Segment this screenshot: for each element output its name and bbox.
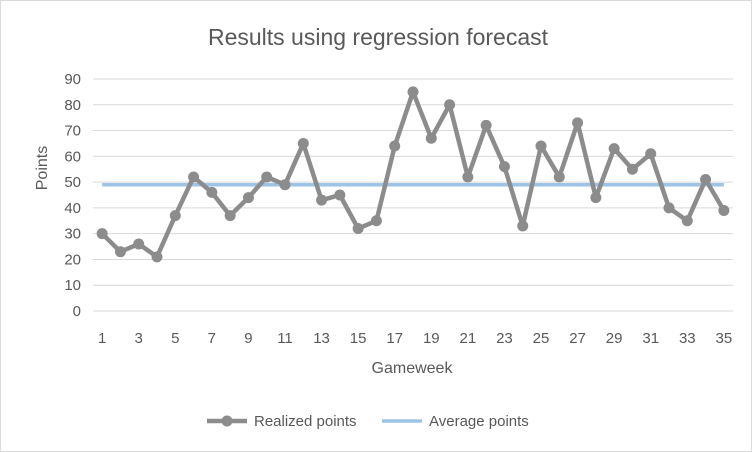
data-point <box>133 238 145 250</box>
y-tick-label: 60 <box>64 148 81 165</box>
x-tick-label: 7 <box>208 330 216 347</box>
data-point <box>261 171 273 183</box>
x-tick-label: 11 <box>277 330 293 347</box>
x-tick-label: 21 <box>460 330 477 347</box>
legend-label-realized-points: Realized points <box>254 413 357 430</box>
x-tick-label: 33 <box>679 330 696 347</box>
data-point <box>462 171 474 183</box>
y-axis-label: Points <box>34 146 51 190</box>
data-point <box>370 215 382 227</box>
legend-label-average-points: Average points <box>429 413 529 430</box>
data-point <box>188 171 200 183</box>
x-tick-label: 9 <box>244 330 252 347</box>
data-point <box>444 99 456 111</box>
data-point <box>297 137 309 149</box>
data-point <box>151 251 163 263</box>
data-point <box>645 148 657 160</box>
data-point <box>96 228 108 240</box>
legend: Realized points Average points <box>207 413 529 430</box>
data-point <box>590 192 602 204</box>
y-tick-label: 0 <box>73 303 81 320</box>
series-layer <box>96 86 730 263</box>
x-tick-label: 15 <box>350 330 367 347</box>
x-tick-label: 29 <box>606 330 623 347</box>
data-point <box>334 189 346 201</box>
data-point <box>169 210 181 222</box>
y-tick-label: 30 <box>64 226 81 243</box>
data-point <box>626 163 638 175</box>
x-tick-label: 25 <box>533 330 550 347</box>
data-point <box>572 117 584 129</box>
x-tick-label: 31 <box>642 330 659 347</box>
y-tick-label: 20 <box>64 251 81 268</box>
x-tick-label: 23 <box>496 330 513 347</box>
x-tick-label: 13 <box>313 330 330 347</box>
y-tick-label: 10 <box>64 277 81 294</box>
x-axis-label: Gameweek <box>372 360 454 377</box>
x-tick-label: 19 <box>423 330 440 347</box>
data-point <box>498 161 510 173</box>
data-point <box>718 204 730 216</box>
data-point <box>389 140 401 152</box>
data-point <box>316 194 328 206</box>
x-tick-label: 3 <box>135 330 143 347</box>
legend-marker-realized-points <box>221 415 233 427</box>
y-axis-ticks: 0 10 20 30 40 50 60 70 80 90 <box>64 71 81 320</box>
y-tick-label: 70 <box>64 123 81 140</box>
data-point <box>279 179 291 191</box>
x-tick-label: 17 <box>386 330 403 347</box>
chart-title: Results using regression forecast <box>208 24 549 50</box>
data-point <box>407 86 419 98</box>
data-point <box>553 171 565 183</box>
data-point <box>425 132 437 144</box>
y-tick-label: 40 <box>64 200 81 217</box>
data-point <box>206 186 218 198</box>
x-tick-label: 1 <box>98 330 106 347</box>
y-tick-label: 80 <box>64 97 81 114</box>
data-point <box>242 192 254 204</box>
data-point <box>681 215 693 227</box>
data-point <box>663 202 675 214</box>
y-tick-label: 90 <box>64 71 81 88</box>
x-tick-label: 5 <box>171 330 179 347</box>
data-point <box>700 174 712 186</box>
data-point <box>480 119 492 131</box>
x-tick-label: 35 <box>716 330 733 347</box>
data-point <box>608 143 620 155</box>
data-point <box>352 223 364 235</box>
gridlines <box>93 78 733 312</box>
x-tick-label: 27 <box>569 330 586 347</box>
data-point <box>114 246 126 258</box>
x-axis-ticks: 1 3 5 7 9 11 13 15 17 19 21 23 25 27 29 31 33 35 <box>98 330 732 347</box>
data-point <box>517 220 529 232</box>
y-tick-label: 50 <box>64 174 81 191</box>
data-point <box>535 140 547 152</box>
data-point <box>224 210 236 222</box>
